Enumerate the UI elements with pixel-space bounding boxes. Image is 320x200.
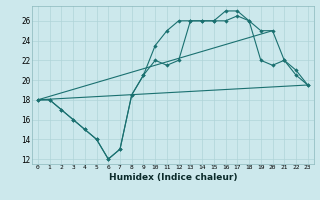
X-axis label: Humidex (Indice chaleur): Humidex (Indice chaleur) <box>108 173 237 182</box>
